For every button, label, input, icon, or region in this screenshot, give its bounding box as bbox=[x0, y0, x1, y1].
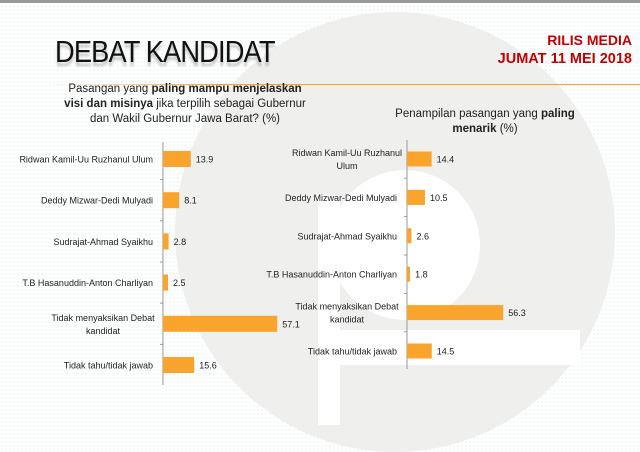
release-date: JUMAT 11 MEI 2018 bbox=[497, 51, 632, 67]
data-label: 1.8 bbox=[415, 270, 428, 280]
category-label: Tidak tahu/tidak jawab bbox=[64, 361, 153, 371]
category-label: Deddy Mizwar-Dedi Mulyadi bbox=[285, 193, 397, 203]
bar bbox=[163, 357, 195, 373]
data-label: 14.4 bbox=[437, 155, 455, 165]
bar bbox=[407, 151, 432, 167]
bar bbox=[163, 151, 191, 167]
bar bbox=[163, 192, 180, 209]
category-label: Ridwan Kamil-Uu Ruzhanul Ulum bbox=[19, 155, 153, 165]
bar bbox=[407, 305, 504, 321]
bar bbox=[407, 228, 412, 244]
data-label: 2.8 bbox=[174, 237, 187, 247]
data-label: 2.6 bbox=[416, 231, 429, 241]
category-label: kandidat bbox=[330, 315, 365, 325]
chart1-title: Pasangan yang paling mampu menjelaskan v… bbox=[64, 83, 306, 125]
bar bbox=[163, 233, 169, 250]
category-label: Sudrajat-Ahmad Syaikhu bbox=[53, 237, 153, 247]
category-label: Ridwan Kamil-Uu Ruzhanul bbox=[292, 148, 402, 158]
bar bbox=[407, 189, 425, 205]
bar bbox=[407, 343, 432, 359]
watermark-logo-hole bbox=[330, 170, 480, 320]
category-label: Deddy Mizwar-Dedi Mulyadi bbox=[41, 196, 153, 206]
watermark-logo-cut bbox=[330, 330, 580, 365]
bar bbox=[163, 315, 278, 332]
category-label: Tidak tahu/tidak jawab bbox=[308, 347, 397, 357]
data-label: 2.5 bbox=[173, 278, 186, 288]
data-label: 8.1 bbox=[184, 196, 197, 206]
data-label: 15.6 bbox=[199, 361, 217, 371]
category-label: T.B Hasanuddin-Anton Charliyan bbox=[22, 278, 153, 288]
bar bbox=[407, 266, 411, 282]
bar bbox=[163, 274, 168, 291]
category-label: Sudrajat-Ahmad Syaikhu bbox=[297, 231, 397, 241]
chart2-title: Penampilan pasangan yang paling menarik … bbox=[395, 108, 575, 135]
data-label: 57.1 bbox=[282, 319, 300, 329]
release-label: RILIS MEDIA bbox=[547, 32, 632, 48]
watermark-logo-stem bbox=[318, 195, 340, 425]
page-title: DEBAT KANDIDAT bbox=[55, 34, 275, 69]
data-label: 56.3 bbox=[508, 308, 526, 318]
data-label: 10.5 bbox=[430, 193, 448, 203]
data-label: 13.9 bbox=[196, 155, 214, 165]
category-label: Ulum bbox=[336, 161, 357, 171]
data-label: 14.5 bbox=[437, 347, 455, 357]
category-label: T.B Hasanuddin-Anton Charliyan bbox=[266, 270, 397, 280]
category-label: Tidak menyaksikan Debat bbox=[295, 302, 399, 312]
title-underline bbox=[40, 84, 640, 85]
top-border bbox=[0, 0, 640, 3]
bar-charts: 13.9 Ridwan Kamil-Uu Ruzhanul Ulum 8.1 Dedd… bbox=[19, 140, 526, 385]
category-label: kandidat bbox=[86, 326, 121, 336]
category-label: Tidak menyaksikan Debat bbox=[51, 313, 155, 323]
